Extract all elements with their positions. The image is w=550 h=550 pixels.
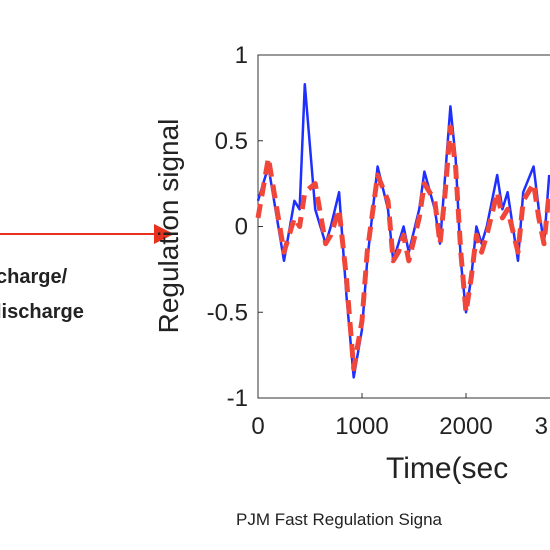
left-text: charge/ — [0, 266, 68, 288]
x-tick-label: 3 — [535, 413, 548, 440]
y-tick-label: -0.5 — [207, 299, 248, 326]
x-tick-label: 0 — [251, 413, 264, 440]
x-tick-label: 1000 — [335, 413, 388, 440]
caption: PJM Fast Regulation Signa — [236, 510, 443, 529]
y-tick-label: 0.5 — [215, 128, 248, 155]
x-tick-label: 2000 — [439, 413, 492, 440]
y-tick-label: 1 — [235, 42, 248, 69]
y-tick-label: 0 — [235, 214, 248, 241]
left-text: lischarge — [0, 301, 84, 323]
x-axis-label: Time(sec — [386, 452, 508, 485]
y-tick-label: -1 — [227, 385, 248, 412]
series-line — [255, 124, 550, 372]
y-axis-label: Regulation signal — [153, 119, 184, 334]
series-line — [256, 82, 550, 379]
